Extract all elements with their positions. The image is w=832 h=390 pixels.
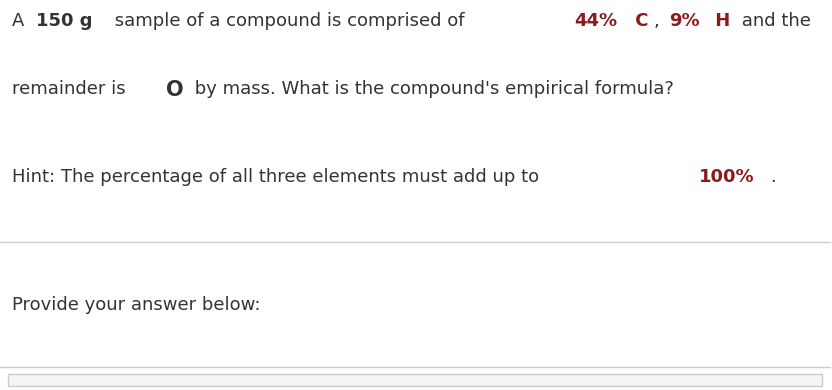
Text: C: C	[629, 12, 649, 30]
Text: and the: and the	[736, 12, 811, 30]
Text: remainder is: remainder is	[12, 80, 131, 98]
Text: O: O	[166, 80, 184, 100]
Text: H: H	[709, 12, 730, 30]
Text: 44%: 44%	[574, 12, 617, 30]
FancyBboxPatch shape	[8, 374, 822, 386]
Text: ,: ,	[655, 12, 666, 30]
Text: 100%: 100%	[699, 168, 755, 186]
Text: 150 g: 150 g	[36, 12, 92, 30]
Text: Hint: The percentage of all three elements must add up to: Hint: The percentage of all three elemen…	[12, 168, 545, 186]
Text: by mass. What is the compound's empirical formula?: by mass. What is the compound's empirica…	[189, 80, 674, 98]
Text: A: A	[12, 12, 31, 30]
Text: Provide your answer below:: Provide your answer below:	[12, 296, 261, 314]
Text: sample of a compound is comprised of: sample of a compound is comprised of	[108, 12, 470, 30]
Text: .: .	[770, 168, 776, 186]
Text: 9%: 9%	[669, 12, 700, 30]
